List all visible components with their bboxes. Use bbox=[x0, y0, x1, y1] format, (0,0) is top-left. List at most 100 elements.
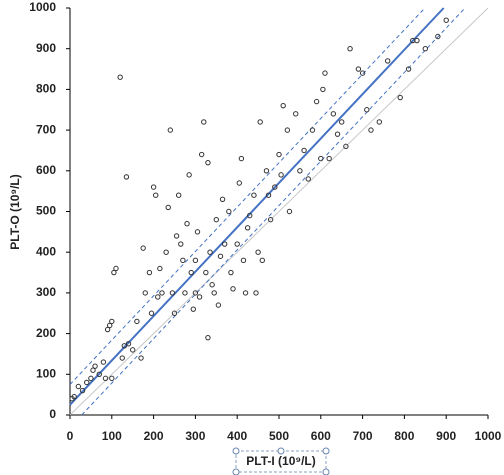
point bbox=[190, 306, 197, 312]
point bbox=[267, 216, 274, 223]
point bbox=[384, 58, 391, 64]
point bbox=[255, 249, 261, 255]
point bbox=[188, 269, 194, 276]
point bbox=[265, 192, 272, 198]
x-tick-label: 300 bbox=[185, 429, 205, 443]
point bbox=[234, 241, 240, 247]
y-tick-label: 700 bbox=[36, 122, 56, 136]
y-tick-label: 600 bbox=[36, 163, 56, 177]
point bbox=[228, 269, 234, 276]
point bbox=[205, 159, 211, 166]
point bbox=[213, 216, 220, 223]
y-tick-label: 400 bbox=[36, 244, 56, 258]
point bbox=[205, 334, 211, 341]
point bbox=[259, 257, 265, 264]
point bbox=[201, 119, 207, 125]
y-tick-label: 100 bbox=[36, 366, 56, 380]
point bbox=[280, 102, 286, 109]
point bbox=[123, 174, 130, 180]
point bbox=[178, 241, 184, 247]
point bbox=[364, 107, 370, 113]
y-tick-label: 300 bbox=[36, 285, 56, 299]
point bbox=[326, 155, 332, 162]
point bbox=[215, 302, 222, 308]
point bbox=[221, 241, 228, 247]
point bbox=[125, 341, 132, 347]
point bbox=[152, 192, 159, 198]
point bbox=[359, 70, 366, 76]
point bbox=[186, 172, 192, 178]
point bbox=[138, 355, 144, 361]
point bbox=[167, 127, 174, 133]
point bbox=[134, 318, 140, 325]
fit-line bbox=[69, 7, 426, 385]
point bbox=[109, 318, 115, 325]
point bbox=[355, 66, 362, 72]
point bbox=[211, 290, 217, 296]
point bbox=[96, 371, 102, 377]
point bbox=[263, 168, 270, 174]
point bbox=[169, 290, 176, 296]
point bbox=[71, 393, 77, 400]
point bbox=[253, 290, 259, 296]
point bbox=[104, 326, 111, 333]
point bbox=[163, 249, 169, 255]
y-tick-label: 500 bbox=[36, 204, 56, 218]
point bbox=[150, 184, 157, 190]
point bbox=[368, 127, 374, 133]
point bbox=[347, 46, 353, 52]
x-tick-label: 100 bbox=[102, 429, 122, 443]
point bbox=[111, 269, 117, 276]
point bbox=[236, 180, 242, 186]
point bbox=[244, 225, 251, 231]
point bbox=[376, 119, 383, 125]
point bbox=[203, 269, 209, 276]
x-tick-label: 500 bbox=[269, 429, 289, 443]
point bbox=[121, 343, 128, 349]
fit-line bbox=[69, 7, 489, 416]
point bbox=[240, 257, 247, 264]
point bbox=[284, 127, 291, 133]
point bbox=[79, 387, 86, 394]
x-tick-label: 1000 bbox=[475, 429, 502, 443]
x-tick-label: 900 bbox=[436, 429, 456, 443]
x-tick-label: 600 bbox=[311, 429, 331, 443]
point bbox=[102, 375, 109, 382]
x-tick-label: 800 bbox=[394, 429, 414, 443]
point bbox=[272, 184, 278, 190]
point bbox=[238, 155, 245, 162]
point bbox=[217, 253, 224, 259]
point bbox=[107, 322, 113, 329]
point bbox=[286, 208, 293, 215]
point bbox=[309, 127, 316, 133]
point bbox=[117, 74, 123, 80]
y-tick-label: 900 bbox=[36, 41, 56, 55]
x-tick-label: 400 bbox=[227, 429, 247, 443]
point bbox=[313, 98, 320, 105]
point bbox=[165, 204, 171, 211]
point bbox=[88, 375, 94, 382]
point bbox=[194, 229, 201, 235]
x-tick-label: 700 bbox=[353, 429, 373, 443]
point bbox=[230, 286, 236, 292]
selection-handles bbox=[232, 447, 330, 475]
point bbox=[318, 155, 324, 162]
point bbox=[339, 119, 345, 125]
point bbox=[155, 294, 161, 300]
y-tick-label: 800 bbox=[36, 82, 56, 96]
point bbox=[159, 290, 165, 296]
y-tick-label: 200 bbox=[36, 326, 56, 340]
point bbox=[443, 17, 449, 23]
x-tick-label: 0 bbox=[67, 429, 74, 443]
point bbox=[257, 119, 263, 125]
point bbox=[175, 192, 182, 198]
point bbox=[207, 249, 213, 255]
point bbox=[305, 176, 311, 182]
y-axis-title: PLT-O (10⁹/L) bbox=[8, 174, 22, 249]
point bbox=[405, 66, 412, 72]
point bbox=[142, 290, 148, 296]
x-axis-title[interactable]: PLT-I (10⁹/L) bbox=[246, 454, 315, 468]
y-tick-label: 1000 bbox=[29, 0, 56, 14]
point bbox=[219, 196, 226, 202]
